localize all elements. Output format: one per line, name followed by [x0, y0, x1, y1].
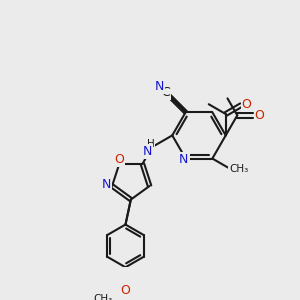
Text: N: N — [102, 178, 111, 191]
Text: H: H — [147, 139, 154, 149]
Text: O: O — [121, 284, 130, 297]
Text: O: O — [114, 153, 124, 166]
Text: O: O — [255, 109, 265, 122]
Text: O: O — [242, 98, 251, 111]
Text: CH₃: CH₃ — [94, 294, 113, 300]
Text: N: N — [143, 145, 152, 158]
Text: C: C — [161, 85, 170, 99]
Text: CH₃: CH₃ — [229, 164, 248, 174]
Text: N: N — [179, 153, 188, 166]
Text: N: N — [155, 80, 164, 93]
